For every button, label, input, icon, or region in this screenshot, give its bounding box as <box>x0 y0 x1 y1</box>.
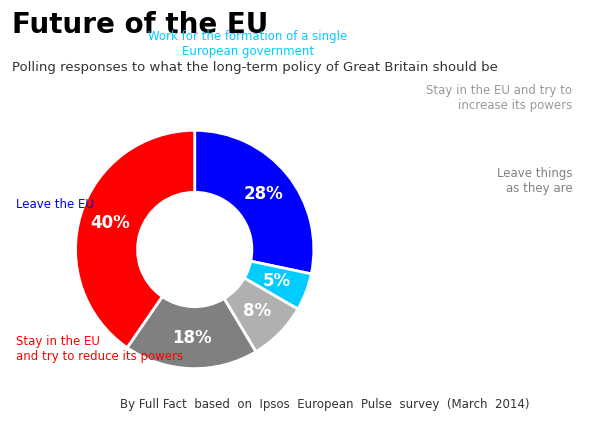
Text: 18%: 18% <box>172 329 212 346</box>
Text: 28%: 28% <box>243 185 283 203</box>
Text: Leave things
as they are: Leave things as they are <box>497 168 572 195</box>
Wedge shape <box>195 130 314 274</box>
Wedge shape <box>76 130 195 348</box>
Wedge shape <box>127 297 256 369</box>
Text: Stay in the EU
and try to reduce its powers: Stay in the EU and try to reduce its pow… <box>16 335 183 363</box>
Text: Leave the EU: Leave the EU <box>16 197 94 211</box>
Text: Stay in the EU and try to
increase its powers: Stay in the EU and try to increase its p… <box>427 84 572 112</box>
Text: By Full Fact  based  on  Ipsos  European  Pulse  survey  (March  2014): By Full Fact based on Ipsos European Pul… <box>120 398 529 411</box>
Text: Polling responses to what the long-term policy of Great Britain should be: Polling responses to what the long-term … <box>12 61 498 74</box>
Text: 5%: 5% <box>263 272 291 290</box>
Text: 8%: 8% <box>244 302 271 320</box>
Text: Future of the EU: Future of the EU <box>12 11 268 38</box>
Text: Work for the formation of a single
European government: Work for the formation of a single Europ… <box>148 30 348 57</box>
Text: 40%: 40% <box>91 214 130 232</box>
Wedge shape <box>224 278 298 352</box>
Wedge shape <box>244 261 312 309</box>
